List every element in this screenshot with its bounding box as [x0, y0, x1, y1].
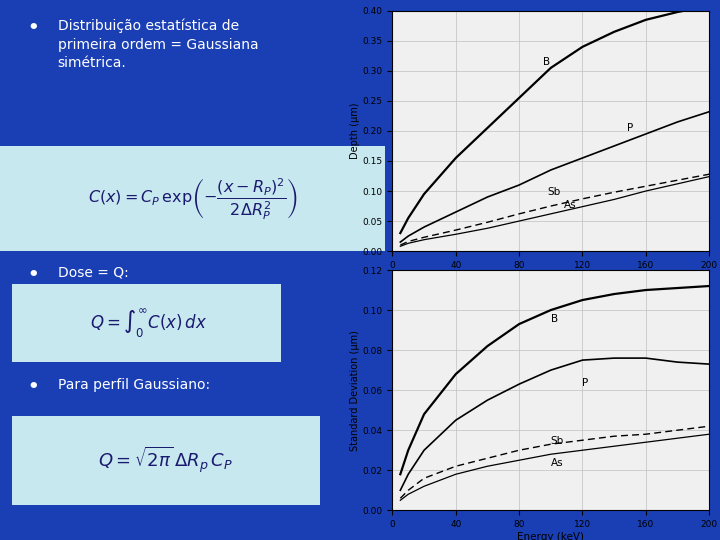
Text: $C(x) = C_P \,\exp\!\left(-\dfrac{(x - R_P)^2}{2\Delta R_P^2}\right)$: $C(x) = C_P \,\exp\!\left(-\dfrac{(x - R… — [88, 176, 297, 221]
Text: B: B — [543, 57, 550, 67]
Text: •: • — [27, 19, 39, 37]
Text: •: • — [27, 266, 39, 284]
FancyBboxPatch shape — [0, 146, 385, 251]
Text: Distribuição estatística de
primeira ordem = Gaussiana
simétrica.: Distribuição estatística de primeira ord… — [58, 19, 258, 70]
Text: $Q = \int_0^{\infty} C(x)\,dx$: $Q = \int_0^{\infty} C(x)\,dx$ — [90, 306, 207, 340]
Y-axis label: Standard Deviation (μm): Standard Deviation (μm) — [350, 330, 360, 450]
FancyBboxPatch shape — [12, 416, 320, 505]
FancyBboxPatch shape — [12, 284, 282, 362]
Text: Dose = Q:: Dose = Q: — [58, 266, 129, 280]
Text: B: B — [551, 314, 558, 324]
X-axis label: Energy (keV): Energy (keV) — [517, 532, 585, 540]
Text: •: • — [27, 378, 39, 396]
Text: As: As — [551, 458, 564, 468]
Text: P: P — [627, 123, 633, 133]
Text: As: As — [564, 200, 576, 210]
Text: Sb: Sb — [548, 187, 561, 197]
Text: P: P — [582, 378, 589, 388]
Text: $Q = \sqrt{2\pi}\,\Delta R_p\, C_P$: $Q = \sqrt{2\pi}\,\Delta R_p\, C_P$ — [98, 445, 233, 475]
Text: Para perfil Gaussiano:: Para perfil Gaussiano: — [58, 378, 210, 392]
X-axis label: Energy (keV): Energy (keV) — [517, 273, 585, 282]
Y-axis label: Depth (μm): Depth (μm) — [350, 103, 360, 159]
Text: Sb: Sb — [551, 436, 564, 446]
